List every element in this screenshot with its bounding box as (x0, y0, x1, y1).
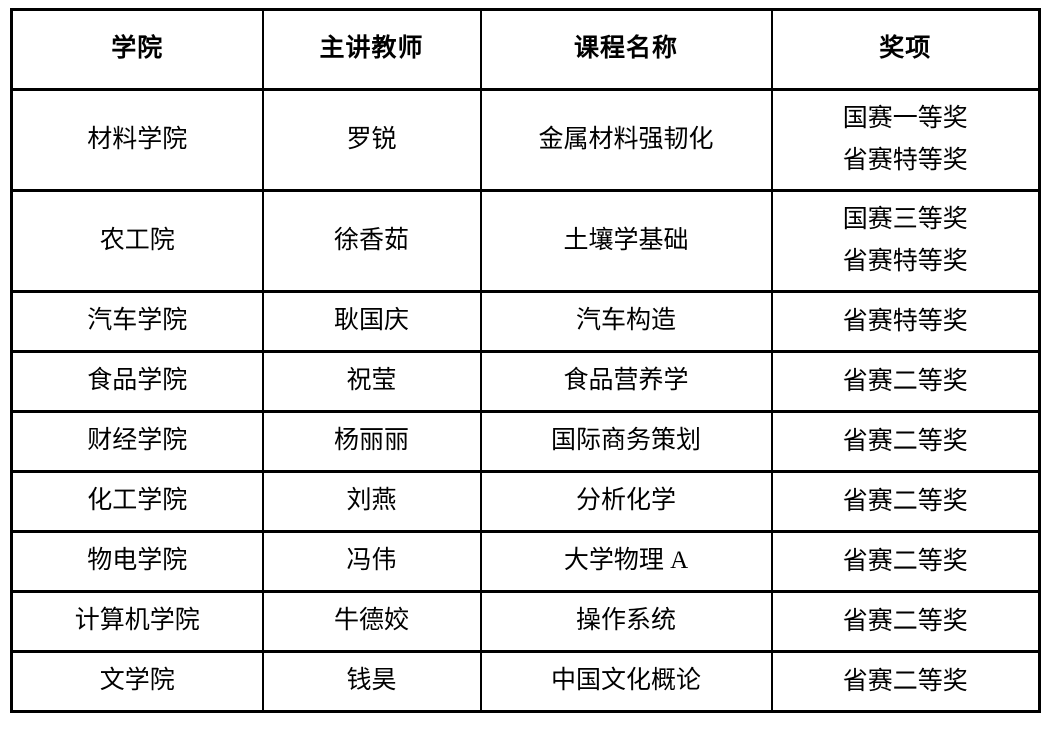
teacher-cell: 冯伟 (261, 530, 482, 593)
award-line: 省赛特等奖 (842, 147, 968, 174)
awards-cell: 省赛二等奖 (770, 650, 1041, 713)
awards-cell: 省赛二等奖 (770, 530, 1041, 593)
awards-cell: 省赛二等奖 (770, 410, 1041, 473)
awards-cell: 省赛特等奖 (770, 290, 1041, 353)
college-cell: 汽车学院 (10, 290, 264, 353)
award-line: 省赛二等奖 (842, 427, 968, 455)
table-row: 物电学院 冯伟 大学物理 A 省赛二等奖 (10, 530, 1041, 593)
awards-cell: 国赛三等奖省赛特等奖 (770, 189, 1041, 293)
column-header: 学院 (10, 8, 264, 91)
course-cell: 金属材料强韧化 (479, 88, 773, 192)
table-row: 计算机学院 牛德姣 操作系统 省赛二等奖 (10, 590, 1041, 653)
column-header: 课程名称 (479, 8, 773, 91)
award-line: 省赛二等奖 (842, 367, 968, 395)
college-cell: 财经学院 (10, 410, 264, 473)
college-cell: 计算机学院 (10, 590, 264, 653)
college-cell: 化工学院 (10, 470, 264, 533)
course-cell: 中国文化概论 (479, 650, 773, 713)
column-header: 奖项 (770, 8, 1041, 91)
awards-table: 学院 主讲教师 课程名称 奖项 材料学院 罗锐 金属材料强韧化 国赛一等奖 省赛特等奖 … (10, 8, 1041, 713)
teacher-cell: 牛德姣 (261, 590, 482, 653)
table-row: 汽车学院 耿国庆 汽车构造 省赛特等奖 (10, 290, 1041, 353)
award-line: 省赛二等奖 (842, 487, 968, 515)
college-cell: 农工院 (10, 189, 264, 293)
course-cell: 土壤学基础 (479, 189, 773, 293)
college-cell: 文学院 (10, 650, 264, 713)
course-cell: 食品营养学 (479, 350, 773, 413)
course-cell: 操作系统 (479, 590, 773, 653)
college-cell: 材料学院 (10, 88, 264, 192)
column-header: 主讲教师 (261, 8, 482, 91)
table-row: 文学院 钱昊 中国文化概论 省赛二等奖 (10, 650, 1041, 713)
award-line: 省赛特等奖 (842, 248, 968, 275)
awards-cell: 省赛二等奖 (770, 350, 1041, 413)
course-cell: 汽车构造 (479, 290, 773, 353)
table-row: 农工院 徐香茹 土壤学基础 国赛三等奖省赛特等奖 (10, 189, 1041, 293)
college-cell: 物电学院 (10, 530, 264, 593)
award-line: 省赛二等奖 (842, 547, 968, 575)
table-row: 材料学院 罗锐 金属材料强韧化 国赛一等奖省赛特等奖 (10, 88, 1041, 192)
course-cell: 分析化学 (479, 470, 773, 533)
teacher-cell: 徐香茹 (261, 189, 482, 293)
table-row: 化工学院 刘燕 分析化学 省赛二等奖 (10, 470, 1041, 533)
award-line: 国赛三等奖 (842, 206, 968, 233)
awards-cell: 省赛二等奖 (770, 470, 1041, 533)
table-row: 财经学院 杨丽丽 国际商务策划 省赛二等奖 (10, 410, 1041, 473)
header-row: 学院 主讲教师 课程名称 奖项 (10, 8, 1041, 91)
award-line: 省赛二等奖 (842, 607, 968, 635)
teacher-cell: 罗锐 (261, 88, 482, 192)
course-cell: 大学物理 A (479, 530, 773, 593)
teacher-cell: 刘燕 (261, 470, 482, 533)
course-cell: 国际商务策划 (479, 410, 773, 473)
award-line: 国赛一等奖 (842, 105, 968, 132)
table-row: 食品学院 祝莹 食品营养学 省赛二等奖 (10, 350, 1041, 413)
college-cell: 食品学院 (10, 350, 264, 413)
award-line: 省赛特等奖 (842, 307, 968, 335)
awards-cell: 省赛二等奖 (770, 590, 1041, 653)
award-line: 省赛二等奖 (842, 667, 968, 695)
awards-cell: 国赛一等奖省赛特等奖 (770, 88, 1041, 192)
teacher-cell: 杨丽丽 (261, 410, 482, 473)
teacher-cell: 耿国庆 (261, 290, 482, 353)
teacher-cell: 钱昊 (261, 650, 482, 713)
teacher-cell: 祝莹 (261, 350, 482, 413)
